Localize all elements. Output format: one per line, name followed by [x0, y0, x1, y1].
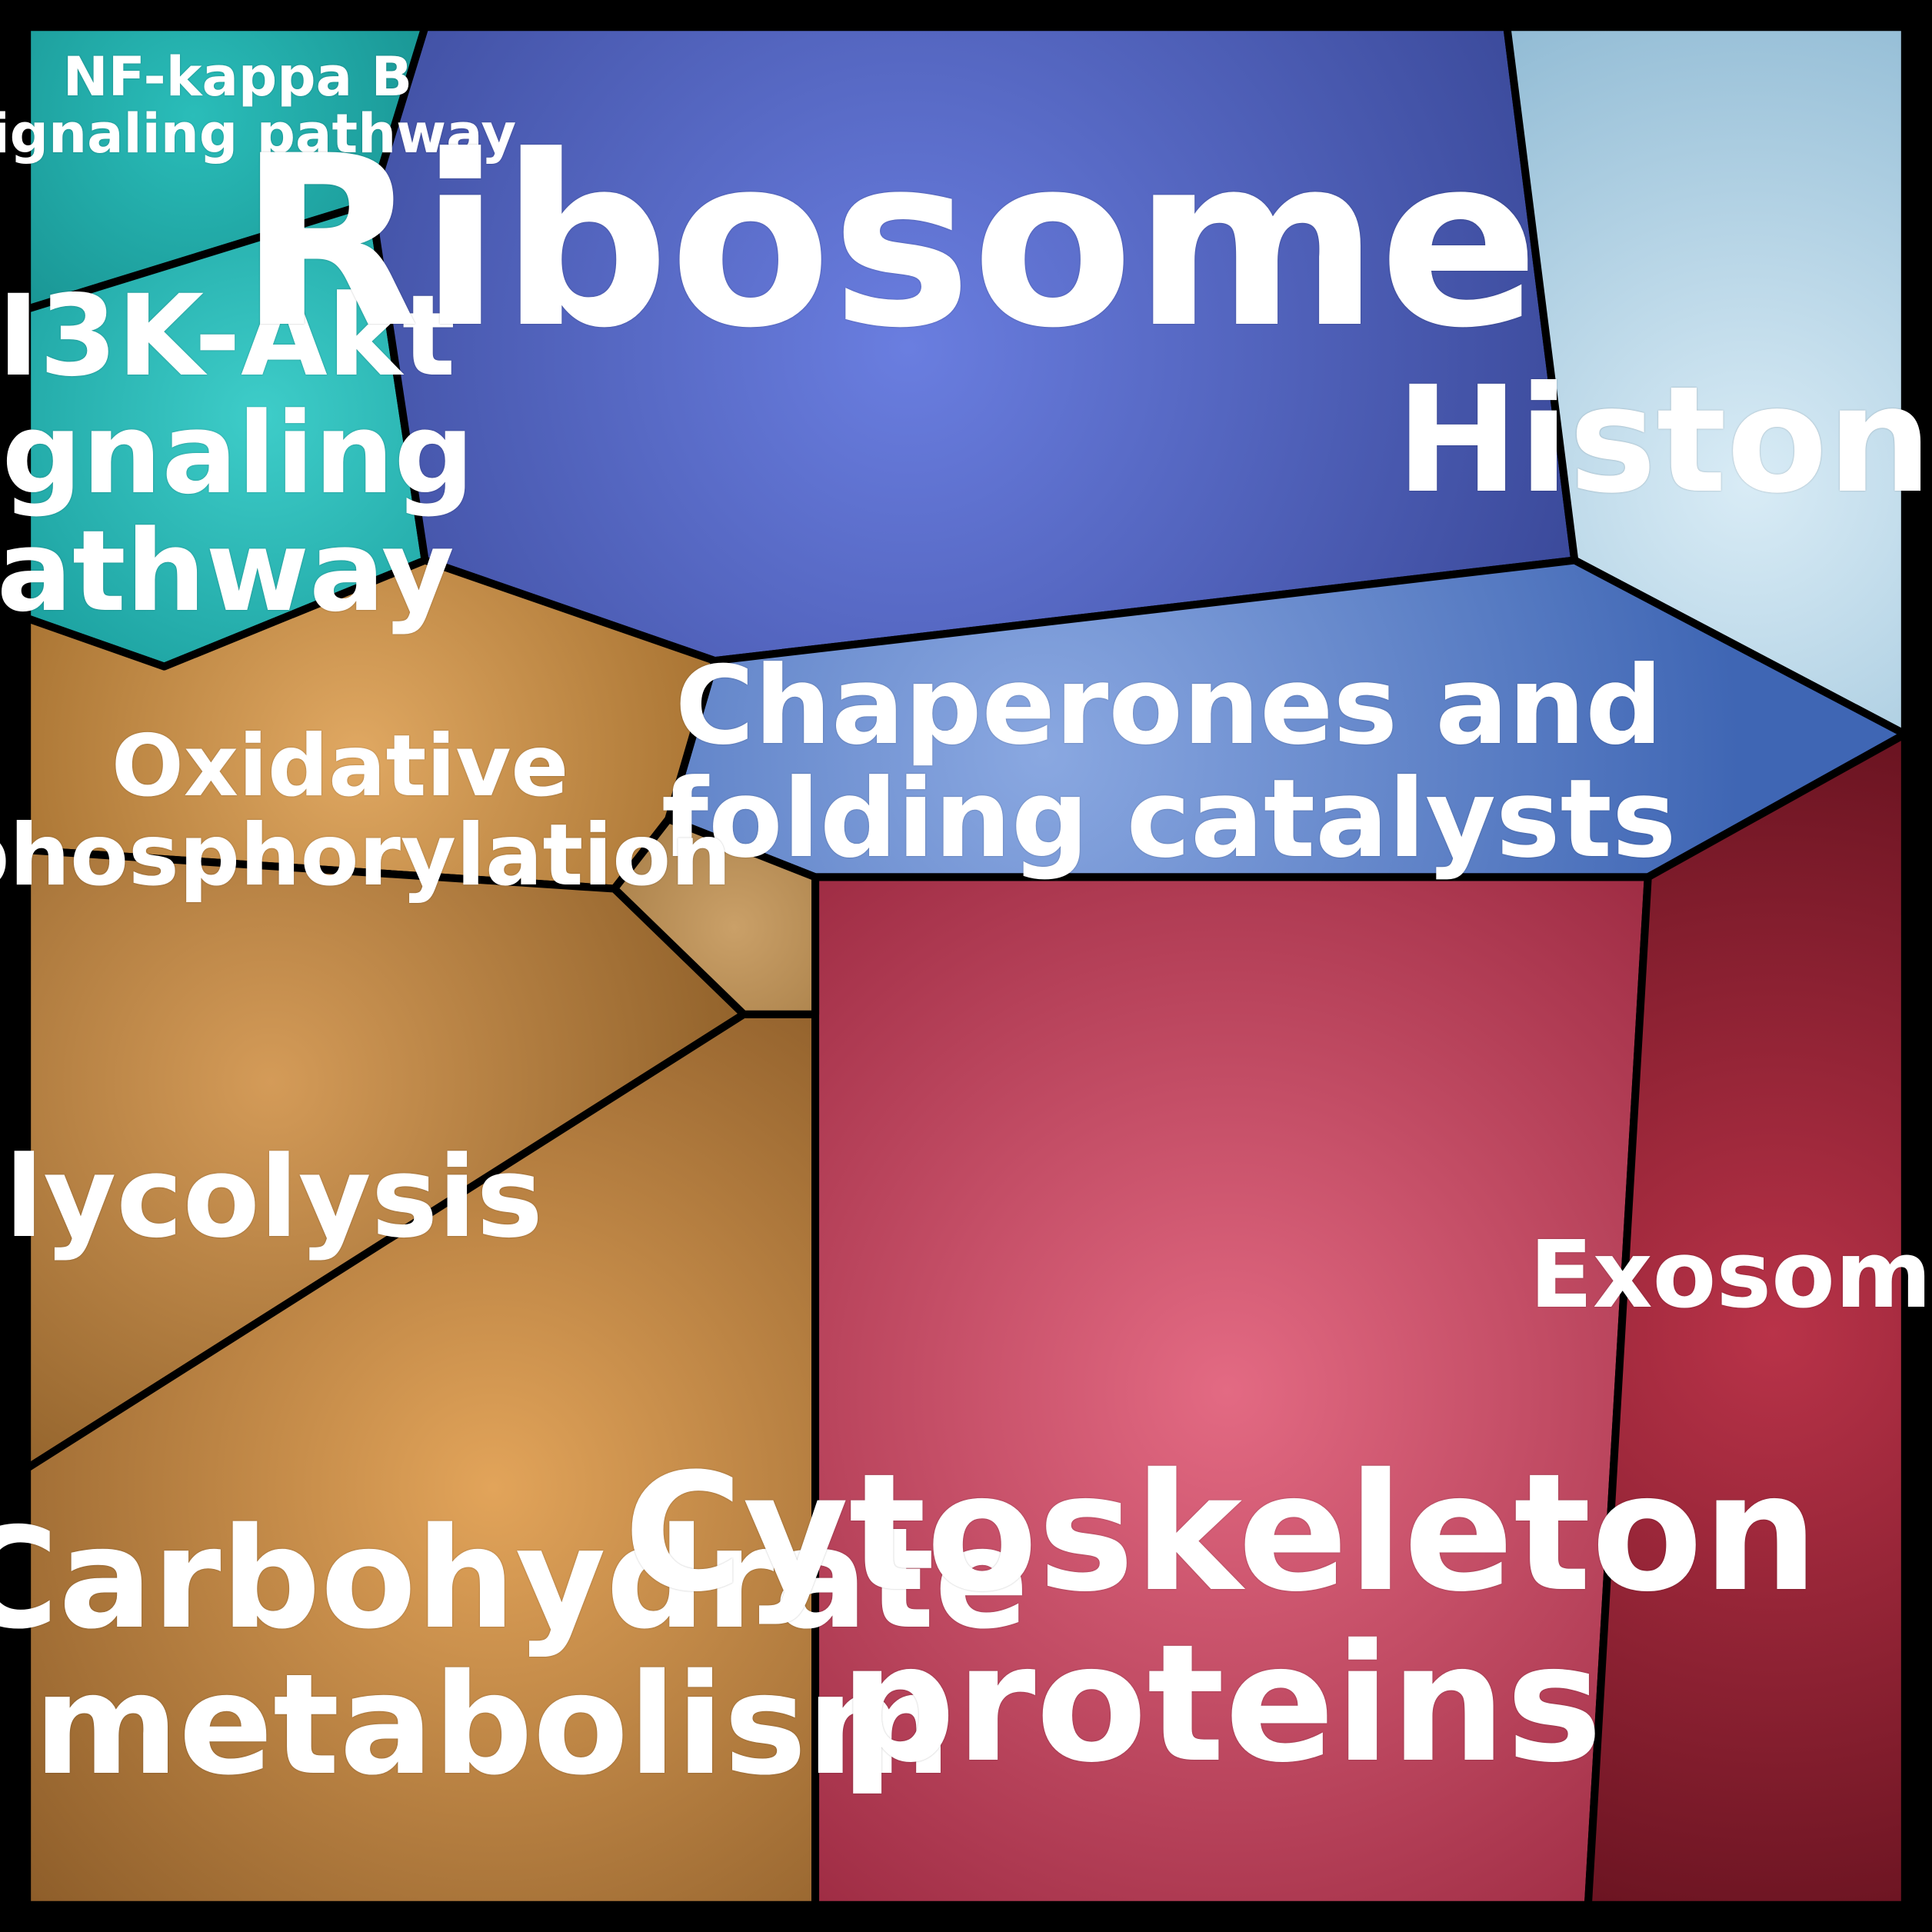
voronoi-treemap: NF-kappa B signaling pathwayPI3K-Akt sig… — [0, 0, 1932, 1932]
cell-ribosome — [371, 27, 1574, 661]
treemap-svg — [0, 0, 1932, 1932]
cell-cytoskeleton — [815, 877, 1648, 1904]
